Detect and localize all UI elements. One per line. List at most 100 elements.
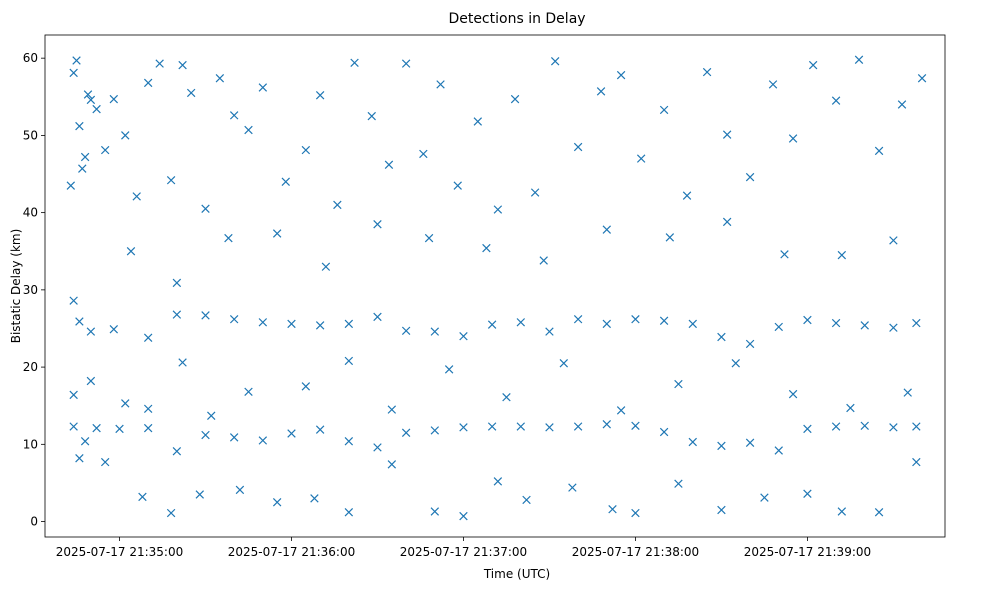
data-point bbox=[502, 392, 511, 402]
data-point bbox=[860, 321, 869, 330]
data-point bbox=[780, 250, 789, 259]
data-point bbox=[387, 460, 397, 469]
data-point bbox=[69, 296, 78, 305]
data-point bbox=[86, 95, 96, 105]
data-point bbox=[419, 149, 428, 159]
data-point bbox=[473, 117, 483, 126]
data-point bbox=[315, 425, 325, 434]
x-tick-label: 2025-07-17 21:37:00 bbox=[400, 545, 527, 559]
data-point bbox=[126, 247, 136, 256]
data-point bbox=[837, 507, 847, 516]
data-point bbox=[100, 145, 110, 155]
data-point bbox=[373, 312, 382, 322]
data-point bbox=[436, 80, 445, 89]
chart-title: Detections in Delay bbox=[448, 11, 585, 27]
data-point bbox=[568, 483, 577, 492]
data-point bbox=[722, 130, 732, 139]
data-point bbox=[100, 457, 110, 467]
x-tick-label: 2025-07-17 21:35:00 bbox=[56, 545, 183, 559]
data-point bbox=[487, 422, 497, 431]
data-point bbox=[573, 142, 583, 152]
data-point bbox=[121, 131, 130, 140]
data-point bbox=[229, 111, 239, 120]
y-tick-label: 50 bbox=[23, 128, 38, 142]
data-point bbox=[717, 441, 726, 451]
data-point bbox=[659, 316, 669, 325]
data-point bbox=[287, 319, 296, 329]
data-point bbox=[482, 243, 491, 253]
data-point bbox=[401, 428, 411, 437]
data-point bbox=[229, 433, 239, 442]
data-point bbox=[903, 388, 912, 397]
data-point bbox=[788, 389, 798, 399]
data-point bbox=[166, 175, 176, 185]
data-point bbox=[444, 365, 454, 374]
data-point bbox=[75, 317, 84, 326]
data-point bbox=[350, 58, 359, 68]
data-point bbox=[178, 358, 187, 367]
y-tick-label: 10 bbox=[23, 437, 38, 451]
plot-frame bbox=[44, 34, 946, 538]
data-point bbox=[430, 426, 440, 435]
data-point bbox=[75, 121, 84, 131]
data-point bbox=[83, 90, 93, 99]
data-point bbox=[301, 382, 311, 391]
data-point bbox=[602, 225, 612, 234]
y-tick-label: 20 bbox=[23, 360, 38, 374]
x-tick-label: 2025-07-17 21:36:00 bbox=[228, 545, 355, 559]
y-tick-label: 0 bbox=[30, 515, 38, 529]
data-point bbox=[631, 314, 640, 324]
data-point bbox=[559, 359, 569, 368]
data-point bbox=[688, 319, 697, 329]
data-point bbox=[803, 489, 812, 498]
data-point bbox=[258, 83, 268, 92]
data-point bbox=[321, 262, 331, 271]
data-point bbox=[516, 318, 526, 327]
data-point bbox=[745, 438, 755, 448]
data-point bbox=[430, 327, 440, 336]
data-point bbox=[401, 59, 411, 68]
data-point bbox=[616, 70, 626, 80]
data-point bbox=[186, 88, 196, 98]
data-point bbox=[745, 339, 755, 349]
data-point bbox=[69, 390, 78, 400]
data-point bbox=[459, 331, 468, 341]
data-point bbox=[166, 508, 176, 518]
data-point bbox=[310, 494, 319, 503]
data-point bbox=[258, 436, 268, 445]
data-point bbox=[66, 181, 76, 190]
data-point bbox=[674, 479, 683, 488]
data-point bbox=[132, 192, 141, 201]
data-point bbox=[550, 57, 560, 66]
data-point bbox=[702, 67, 712, 77]
data-point bbox=[344, 437, 354, 446]
data-point bbox=[874, 146, 884, 156]
data-point bbox=[874, 508, 884, 517]
data-point bbox=[201, 204, 210, 213]
data-point bbox=[235, 485, 245, 495]
data-point bbox=[109, 325, 119, 334]
data-point bbox=[430, 507, 440, 516]
data-point bbox=[92, 104, 101, 114]
x-axis-label: Time (UTC) bbox=[483, 567, 550, 581]
data-point bbox=[573, 422, 583, 431]
data-point bbox=[912, 422, 921, 431]
data-point bbox=[344, 356, 354, 366]
data-point bbox=[224, 233, 233, 243]
data-point bbox=[674, 379, 683, 389]
data-point bbox=[745, 172, 755, 182]
data-point bbox=[545, 423, 554, 432]
data-point bbox=[109, 94, 119, 104]
data-point bbox=[596, 87, 606, 96]
data-point bbox=[143, 78, 153, 88]
data-point bbox=[539, 256, 548, 265]
data-point bbox=[897, 100, 907, 109]
data-point bbox=[808, 60, 818, 70]
data-point bbox=[889, 323, 898, 332]
data-point bbox=[717, 332, 726, 342]
data-point bbox=[172, 310, 182, 319]
data-point bbox=[912, 457, 921, 467]
data-point bbox=[453, 181, 462, 190]
data-point bbox=[803, 424, 812, 434]
